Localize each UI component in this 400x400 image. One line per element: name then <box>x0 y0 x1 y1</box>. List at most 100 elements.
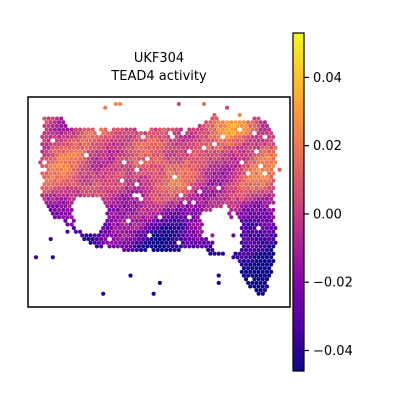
spot <box>126 226 131 231</box>
spot <box>254 200 259 205</box>
spot <box>172 167 177 172</box>
spot <box>143 218 148 223</box>
spot <box>99 134 104 139</box>
spot <box>63 189 68 194</box>
spot <box>101 153 106 158</box>
spot <box>176 247 181 253</box>
spot <box>204 207 209 212</box>
spot <box>258 207 263 212</box>
spot <box>243 145 249 150</box>
spot <box>107 156 112 161</box>
spot <box>197 204 202 209</box>
spot <box>239 269 244 274</box>
spot <box>206 153 211 158</box>
spot <box>111 222 116 227</box>
spot <box>75 174 81 180</box>
spot <box>178 185 183 191</box>
spot <box>48 185 53 191</box>
spot <box>233 200 238 205</box>
spot <box>107 229 112 234</box>
spot <box>172 233 177 238</box>
spot <box>63 131 68 136</box>
spot <box>191 134 196 139</box>
spot <box>185 240 190 245</box>
spot <box>42 153 47 158</box>
spot <box>40 193 45 198</box>
spot <box>73 229 78 234</box>
spot <box>52 149 57 154</box>
spot <box>235 196 240 201</box>
spot <box>130 233 135 238</box>
spot <box>107 200 112 205</box>
spot <box>254 171 259 176</box>
spot <box>256 160 261 165</box>
spot <box>103 164 108 169</box>
spot <box>229 127 234 132</box>
spot <box>220 156 225 161</box>
spot <box>157 178 162 183</box>
spot <box>256 204 261 209</box>
spot <box>243 174 249 180</box>
spot <box>178 178 183 183</box>
spot <box>61 142 66 147</box>
spot <box>136 185 141 191</box>
spot <box>147 211 152 216</box>
spot <box>183 171 188 176</box>
spot <box>246 193 251 198</box>
spot <box>73 178 78 183</box>
spot <box>50 123 55 128</box>
spot <box>57 193 62 198</box>
spot <box>204 134 209 139</box>
spot <box>166 207 171 212</box>
spot <box>191 156 196 161</box>
spot <box>262 142 267 147</box>
spot <box>42 123 47 128</box>
spot <box>248 233 253 238</box>
spot <box>250 142 255 147</box>
spot <box>199 193 204 198</box>
spot <box>241 200 246 205</box>
colorbar-ticks: 0.040.020.00−0.02−0.04 <box>304 71 353 359</box>
spot <box>260 247 265 253</box>
spot <box>162 185 167 191</box>
spot <box>132 244 137 249</box>
spot <box>185 131 190 136</box>
spot <box>248 255 253 260</box>
spot <box>132 222 137 227</box>
spot <box>151 211 156 216</box>
spot <box>69 142 74 147</box>
spot <box>86 127 91 132</box>
spot <box>138 218 144 223</box>
spot <box>50 196 55 201</box>
spot <box>149 207 154 212</box>
spot <box>172 138 177 143</box>
spot <box>176 101 181 107</box>
spot <box>59 196 64 201</box>
spot <box>262 273 267 278</box>
spot <box>145 185 150 191</box>
spot <box>246 280 251 285</box>
spot <box>78 229 83 234</box>
spot <box>197 145 202 150</box>
spot <box>147 182 152 187</box>
spot <box>120 171 125 176</box>
spot <box>229 171 234 176</box>
spot <box>191 164 196 169</box>
spot <box>218 196 223 201</box>
spot <box>117 233 123 238</box>
spot <box>243 255 249 260</box>
spot <box>243 218 249 223</box>
spot <box>164 196 169 201</box>
spot <box>193 174 198 180</box>
spot <box>250 134 255 139</box>
spot <box>145 237 150 242</box>
spot <box>124 222 129 227</box>
spot <box>136 156 141 161</box>
spot <box>109 189 114 194</box>
spot <box>75 167 81 172</box>
spot <box>246 222 251 227</box>
spot <box>109 174 114 180</box>
spot <box>75 153 81 158</box>
spot <box>214 116 219 121</box>
spot <box>54 196 60 201</box>
